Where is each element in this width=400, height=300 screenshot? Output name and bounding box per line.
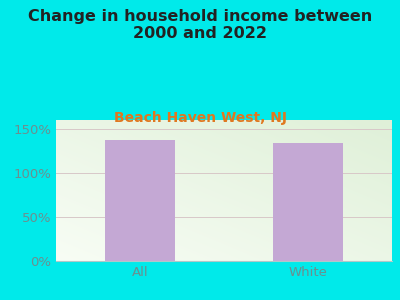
Text: Change in household income between
2000 and 2022: Change in household income between 2000 … [28, 9, 372, 41]
Bar [273, 143, 343, 261]
Bar [105, 140, 175, 261]
Text: Beach Haven West, NJ: Beach Haven West, NJ [114, 111, 286, 125]
